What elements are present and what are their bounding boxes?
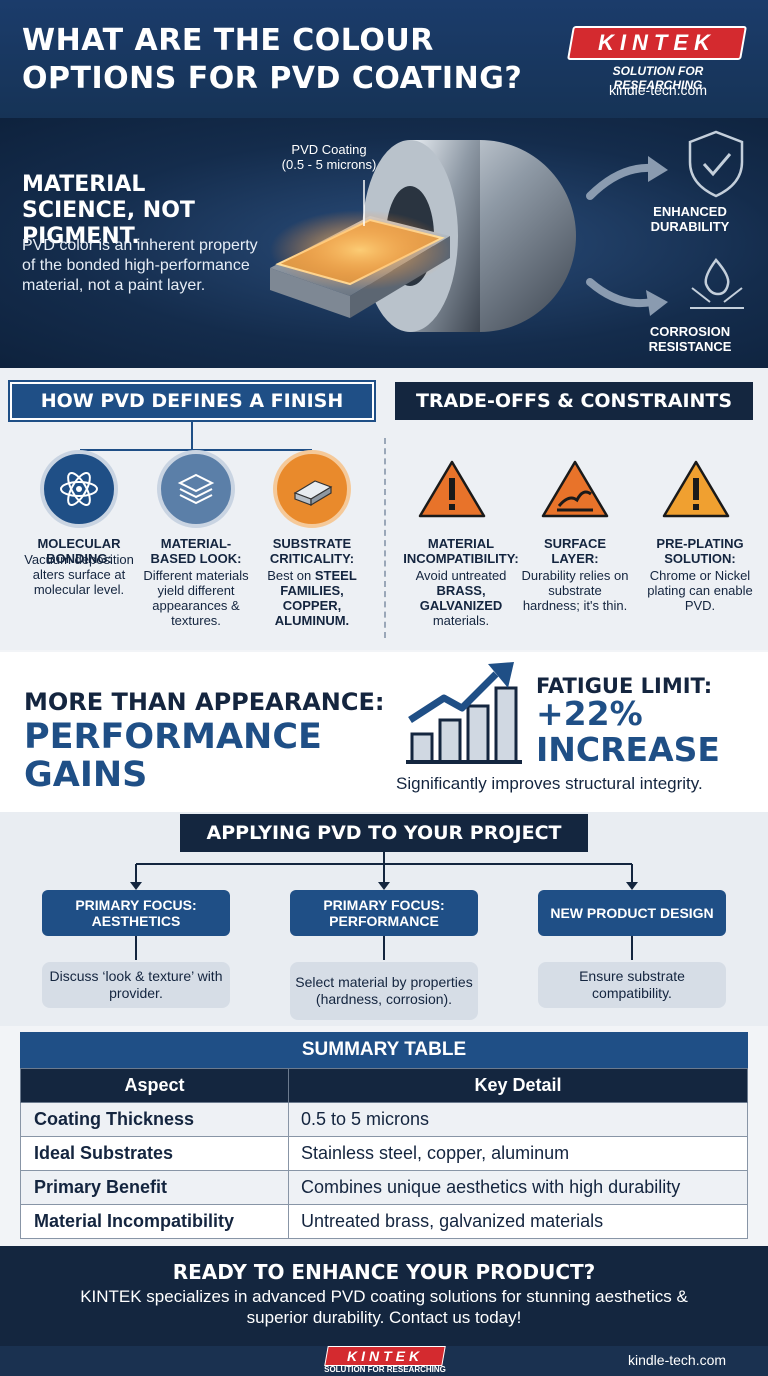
hero-headline: MATERIAL SCIENCE, NOT PIGMENT.: [22, 172, 195, 249]
summary-table: SUMMARY TABLE Aspect Key Detail Coating …: [20, 1032, 748, 1239]
footer-website-link[interactable]: kindle-tech.com: [628, 1352, 727, 1368]
finish-item-3-bold: STEEL FAMILIES, COPPER, ALUMINUM.: [274, 568, 357, 628]
performance-line1: MORE THAN APPEARANCE:: [24, 688, 385, 716]
performance-line2: PERFORMANCE GAINS: [24, 717, 322, 795]
tradeoff-item-1-title: MATERIAL INCOMPATIBILITY:: [403, 536, 519, 566]
header: WHAT ARE THE COLOUR OPTIONS FOR PVD COAT…: [0, 0, 768, 118]
row-aspect: Material Incompatibility: [20, 1204, 289, 1239]
warning-icon: [418, 460, 486, 518]
table-row: Material Incompatibility Untreated brass…: [20, 1204, 748, 1239]
benefit-durability: ENHANCED DURABILITY: [650, 204, 730, 234]
growth-chart-icon: [406, 662, 522, 764]
footer-logo[interactable]: KINTEK: [324, 1346, 446, 1366]
logo-tagline: SOLUTION FOR RESEARCHING: [612, 64, 704, 92]
footer-tagline: SOLUTION FOR RESEARCHING: [324, 1365, 446, 1374]
page-title: WHAT ARE THE COLOUR OPTIONS FOR PVD COAT…: [22, 23, 523, 96]
section-divider: [384, 438, 386, 638]
coating-label: PVD Coating (0.5 - 5 microns): [274, 142, 384, 172]
kintek-logo[interactable]: KINTEK: [567, 26, 747, 60]
tradeoff-item-3-title: PRE-PLATING SOLUTION:: [656, 536, 744, 566]
warning-icon: [662, 460, 730, 518]
footer-logo-text: KINTEK: [346, 1348, 424, 1364]
tradeoff-item-1-suffix: materials.: [432, 613, 490, 628]
performance-note: Significantly improves structural integr…: [396, 774, 703, 793]
tradeoff-item-2-text: Durability relies on substrate hardness;…: [521, 568, 629, 613]
finish-item-3-text: Best on STEEL FAMILIES, COPPER, ALUMINUM…: [257, 568, 367, 628]
row-detail: Stainless steel, copper, aluminum: [288, 1136, 748, 1171]
tradeoff-item-1-text: Avoid untreated BRASS, GALVANIZED materi…: [396, 568, 526, 628]
performance-section: MORE THAN APPEARANCE: PERFORMANCE GAINS …: [0, 652, 768, 812]
table-row: Primary Benefit Combines unique aestheti…: [20, 1170, 748, 1205]
warning-crack-icon: [541, 460, 609, 518]
table-row: Coating Thickness 0.5 to 5 microns: [20, 1102, 748, 1137]
flow-connector: [130, 852, 638, 890]
flow-connector-lower: [135, 936, 633, 960]
row-aspect: Ideal Substrates: [20, 1136, 289, 1171]
logo-text: KINTEK: [598, 30, 716, 55]
focus-performance: PRIMARY FOCUS: PERFORMANCE: [290, 890, 478, 936]
fatigue-limit-value: +22% INCREASE: [536, 694, 720, 769]
tradeoff-item-2-title: SURFACE LAYER:: [543, 536, 607, 566]
fatigue-limit-label: FATIGUE LIMIT:: [536, 674, 713, 698]
summary-title: SUMMARY TABLE: [20, 1032, 748, 1068]
tradeoff-item-1-bold: BRASS, GALVANIZED: [419, 583, 503, 613]
layers-icon: [157, 450, 235, 528]
atom-icon: [40, 450, 118, 528]
table-header-row: Aspect Key Detail: [20, 1068, 748, 1103]
focus-aesthetics: PRIMARY FOCUS: AESTHETICS: [42, 890, 230, 936]
row-aspect: Primary Benefit: [20, 1170, 289, 1205]
tradeoffs-heading: TRADE-OFFS & CONSTRAINTS: [395, 382, 753, 420]
benefit-corrosion: CORROSION RESISTANCE: [648, 324, 732, 354]
summary-grid: Aspect Key Detail Coating Thickness 0.5 …: [20, 1068, 748, 1239]
focus-new-design: NEW PRODUCT DESIGN: [538, 890, 726, 936]
coating-label-text: PVD Coating: [291, 142, 367, 157]
cta-section: READY TO ENHANCE YOUR PRODUCT? KINTEK sp…: [0, 1246, 768, 1346]
cta-title: READY TO ENHANCE YOUR PRODUCT?: [172, 1260, 596, 1284]
footer: KINTEK SOLUTION FOR RESEARCHING kindle-t…: [0, 1346, 768, 1376]
finish-heading: HOW PVD DEFINES A FINISH: [10, 382, 374, 420]
metal-bar-icon: [273, 450, 351, 528]
finish-item-1-title: MOLECULAR BONDING:: [37, 536, 121, 566]
hero-text: PVD color is an inherent property of the…: [22, 237, 258, 294]
finish-item-3-title: SUBSTRATE CRITICALITY:: [269, 536, 355, 566]
applying-section: APPLYING PVD TO YOUR PROJECT PRIMARY FOC…: [0, 812, 768, 1026]
finish-item-2-title: MATERIAL-BASED LOOK:: [150, 536, 242, 566]
header-aspect: Aspect: [20, 1068, 289, 1103]
focus-new-design-desc: Ensure substrate compatibility.: [538, 962, 726, 1008]
focus-performance-desc: Select material by properties (hardness,…: [290, 962, 478, 1020]
tradeoff-item-3-text: Chrome or Nickel plating can enable PVD.: [647, 568, 753, 613]
finish-item-1-text: Vacuum deposition alters surface at mole…: [24, 552, 134, 597]
row-detail: 0.5 to 5 microns: [288, 1102, 748, 1137]
coating-thickness: (0.5 - 5 microns): [281, 157, 377, 172]
row-aspect: Coating Thickness: [20, 1102, 289, 1137]
applying-heading: APPLYING PVD TO YOUR PROJECT: [180, 814, 588, 852]
header-key-detail: Key Detail: [288, 1068, 748, 1103]
focus-aesthetics-desc: Discuss ‘look & texture’ with provider.: [42, 962, 230, 1008]
tradeoff-item-1-prefix: Avoid untreated: [415, 568, 507, 583]
finish-tradeoffs-section: HOW PVD DEFINES A FINISH TRADE-OFFS & CO…: [0, 368, 768, 650]
hero-section: MATERIAL SCIENCE, NOT PIGMENT. PVD color…: [0, 118, 768, 368]
row-detail: Combines unique aesthetics with high dur…: [288, 1170, 748, 1205]
finish-item-2-text: Different materials yield different appe…: [143, 568, 249, 628]
cta-text: KINTEK specializes in advanced PVD coati…: [80, 1287, 688, 1327]
row-detail: Untreated brass, galvanized materials: [288, 1204, 748, 1239]
finish-item-3-prefix: Best on: [267, 568, 315, 583]
header-website-link[interactable]: kindle-tech.com: [608, 82, 708, 98]
table-row: Ideal Substrates Stainless steel, copper…: [20, 1136, 748, 1171]
coated-metal-illustration-icon: [270, 130, 744, 332]
